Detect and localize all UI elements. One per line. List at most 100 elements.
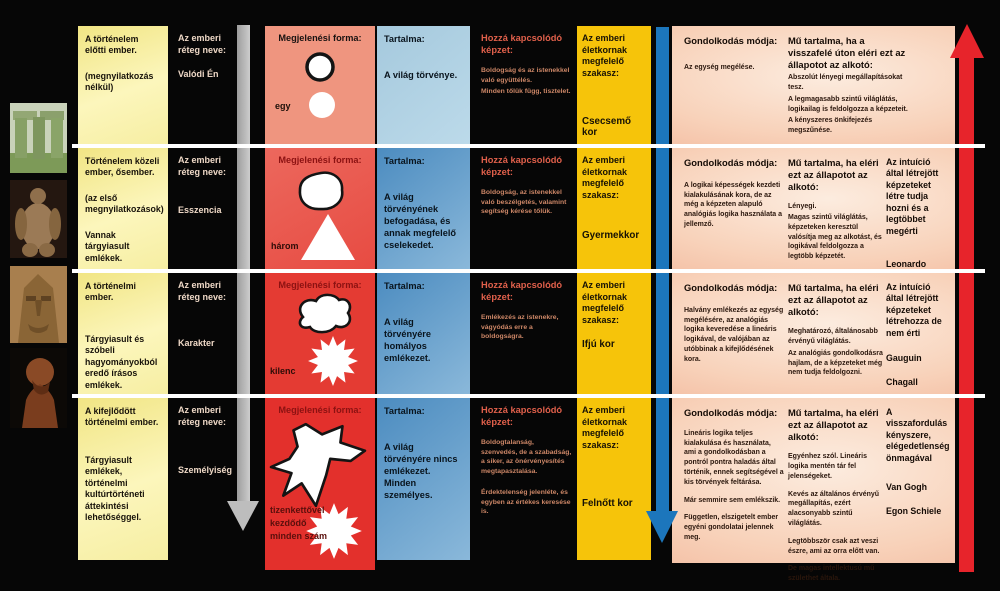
era-title: A történelmi ember.: [85, 281, 136, 303]
form-heading: Megjelenési forma:: [278, 33, 362, 43]
content-heading: Tartalma:: [384, 281, 425, 291]
thinking-text: Már semmire sem emlékszik.: [684, 496, 781, 504]
artwork-block: Mű tartalma, ha eléri ezt az állapotot a…: [788, 282, 883, 378]
form-cell-row2: Megjelenési forma: három: [265, 148, 375, 269]
content-cell-row1: Tartalma: A világ törvénye.: [377, 26, 470, 144]
row-divider: [72, 144, 985, 148]
form-label: tizenkettővel kezdődő minden szám: [270, 505, 328, 542]
artist-name: Gauguin: [886, 353, 922, 364]
thinking-heading: Gondolkodás módja:: [684, 157, 778, 168]
artwork-block: Mű tartalma, ha a visszafelé úton eléri …: [788, 35, 910, 136]
mind-cell-row3: Gondolkodás módja: Halvány emlékezés az …: [672, 273, 955, 394]
filled-starburst-icon: [306, 503, 362, 559]
concept-text: Érdektelenség jelenléte, és egyben az ér…: [481, 489, 571, 516]
era-title: Történelem közeli ember, ősember.: [85, 156, 160, 178]
layer-cell-row3: Az emberi réteg neve: Karakter: [176, 273, 234, 394]
layer-heading: Az emberi réteg neve:: [178, 280, 227, 303]
intuition-block: A visszafordulás kényszere, elégedetlens…: [886, 407, 950, 516]
concept-heading: Hozzá kapcsolódó képzet:: [481, 155, 563, 177]
stone-head-photo: [10, 266, 67, 343]
era-cell-row3: A történelmi ember. Tárgyiasult és szóbe…: [78, 273, 168, 394]
thinking-text: Lineáris logika teljes kialakulása és ha…: [684, 429, 784, 486]
artwork-heading: Mű tartalma, ha eléri ezt az állapotot a…: [788, 407, 879, 442]
artist-name: Chagall: [886, 377, 918, 388]
content-heading: Tartalma:: [384, 406, 425, 416]
outlined-bird-icon: [269, 422, 367, 508]
layer-cell-row2: Az emberi réteg neve: Esszencia: [176, 148, 234, 269]
mind-cell-row1: Gondolkodás módja: Az egység megélése. M…: [672, 26, 955, 144]
content-text: A világ törvényének befogadása, és annak…: [384, 191, 456, 250]
content-cell-row3: Tartalma: A világ törvényére homályos em…: [377, 273, 470, 394]
concept-heading: Hozzá kapcsolódó képzet:: [481, 405, 563, 427]
concept-heading: Hozzá kapcsolódó képzet:: [481, 280, 563, 302]
concept-cell-row1: Hozzá kapcsolódó képzet: Boldogság és az…: [477, 26, 576, 144]
seated-figurine-icon: [10, 180, 67, 258]
artwork-text: De magas intellektusú mű születhet által…: [788, 565, 875, 583]
gray-down-arrow-shaft: [237, 25, 250, 501]
intuition-text: Az intuíció által létrejött képzeteket l…: [886, 157, 939, 236]
layer-cell-row1: Az emberi réteg neve: Valódi Én: [176, 26, 234, 144]
red-up-arrow-shaft: [959, 56, 974, 572]
artwork-block: Mű tartalma, ha eléri ezt az állapotot a…: [788, 407, 883, 584]
layer-cell-row4: Az emberi réteg neve: Személyiség: [176, 398, 234, 560]
intuition-text: A visszafordulás kényszere, elégedetlens…: [886, 407, 950, 463]
stonehenge-photo: [10, 103, 67, 173]
age-heading: Az emberi életkornak megfelelő szakasz:: [582, 33, 628, 79]
artwork-text: Meghatározó, általánosabb érvényű világl…: [788, 328, 878, 346]
age-cell-row3: Az emberi életkornak megfelelő szakasz: …: [577, 273, 651, 394]
age-cell-row4: Az emberi életkornak megfelelő szakasz: …: [577, 398, 651, 560]
age-value: Csecsemő kor: [582, 115, 632, 138]
blue-down-arrow-head: [646, 511, 678, 543]
era-title: A kifejlődött történelmi ember.: [85, 406, 159, 428]
stone-head-icon: [10, 266, 67, 343]
era-note: (az első megnyilatkozások): [85, 192, 164, 215]
form-cell-row3: Megjelenési forma: kilenc: [265, 273, 375, 394]
content-heading: Tartalma:: [384, 34, 425, 44]
mind-cell-row2: Gondolkodás módja: A logikai képességek …: [672, 148, 955, 269]
era-cell-row4: A kifejlődött történelmi ember. Tárgyias…: [78, 398, 168, 560]
age-heading: Az emberi életkornak megfelelő szakasz:: [582, 405, 628, 451]
artwork-text: Egyénhez szól. Lineáris logika mentén tá…: [788, 453, 867, 480]
form-heading: Megjelenési forma:: [278, 405, 362, 415]
concept-text: Boldogtalanság, szenvedés, de a szabadsá…: [481, 439, 572, 475]
age-value: Ifjú kor: [582, 338, 615, 350]
content-text: A világ törvényére homályos emlékezet.: [384, 316, 431, 363]
content-text: A világ törvénye.: [384, 69, 458, 80]
layer-heading: Az emberi réteg neve:: [178, 33, 227, 56]
outlined-blob-icon: [298, 171, 344, 211]
thinking-text: Független, elszigetelt ember egyéni gond…: [684, 514, 779, 541]
gray-down-arrow-head: [227, 501, 259, 531]
age-heading: Az emberi életkornak megfelelő szakasz:: [582, 280, 628, 326]
thinking-heading: Gondolkodás módja:: [684, 282, 778, 293]
thinking-heading: Gondolkodás módja:: [684, 407, 778, 418]
content-cell-row4: Tartalma: A világ törvényére nincs emlék…: [377, 398, 470, 560]
filled-triangle-icon: [301, 214, 355, 260]
thinking-block: Gondolkodás módja: A logikai képességek …: [684, 157, 784, 230]
form-label: három: [271, 241, 299, 251]
thinking-block: Gondolkodás módja: Halvány emlékezés az …: [684, 282, 784, 365]
artist-name: Leonardo: [886, 258, 927, 269]
artwork-text: A legmagasabb szintű világlátás, logikai…: [788, 95, 908, 113]
artwork-heading: Mű tartalma, ha eléri ezt az állapotot a…: [788, 282, 879, 317]
layer-value: Esszencia: [178, 205, 222, 216]
outlined-cloud-icon: [298, 293, 352, 334]
age-cell-row1: Az emberi életkornak megfelelő szakasz: …: [577, 26, 651, 144]
layer-value: Karakter: [178, 338, 215, 349]
concept-heading: Hozzá kapcsolódó képzet:: [481, 33, 563, 55]
thinking-text: Halvány emlékezés az egység megélésére, …: [684, 306, 784, 363]
artwork-text: Magas szintű világlátás, képzeteken kere…: [788, 214, 882, 261]
concept-text: Boldogság, az istenekkel való beszélgeté…: [481, 189, 567, 216]
concept-cell-row2: Hozzá kapcsolódó képzet: Boldogság, az i…: [477, 148, 576, 269]
artwork-text: Lényegi.: [788, 203, 817, 211]
concept-text: Minden tőlük függ, tisztelet.: [481, 88, 571, 96]
era-note: Vannak tárgyiasult emlékek.: [85, 229, 130, 263]
thinking-text: A logikai képességek kezdeti kialakulásá…: [684, 181, 783, 228]
form-heading: Megjelenési forma:: [278, 280, 362, 290]
content-heading: Tartalma:: [384, 156, 425, 166]
artwork-text: Abszolút lényegi megállapításokat tesz.: [788, 74, 903, 92]
bronze-bust-icon: [10, 348, 67, 428]
age-heading: Az emberi életkornak megfelelő szakasz:: [582, 155, 628, 201]
era-cell-row2: Történelem közeli ember, ősember. (az el…: [78, 148, 168, 269]
seated-figurine-photo: [10, 180, 67, 258]
